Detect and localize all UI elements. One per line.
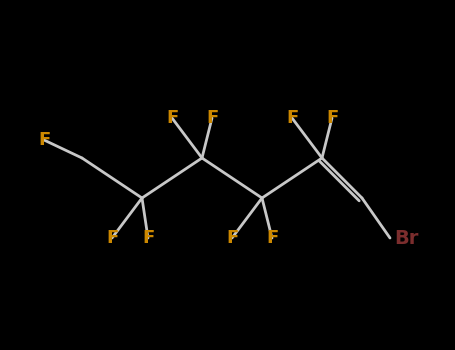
Text: F: F (286, 109, 298, 127)
Text: F: F (106, 229, 118, 247)
Text: F: F (142, 229, 154, 247)
Text: F: F (226, 229, 238, 247)
Text: F: F (206, 109, 218, 127)
Text: F: F (266, 229, 278, 247)
Text: F: F (326, 109, 338, 127)
Text: F: F (166, 109, 178, 127)
Text: Br: Br (394, 229, 419, 247)
Text: F: F (38, 131, 50, 149)
